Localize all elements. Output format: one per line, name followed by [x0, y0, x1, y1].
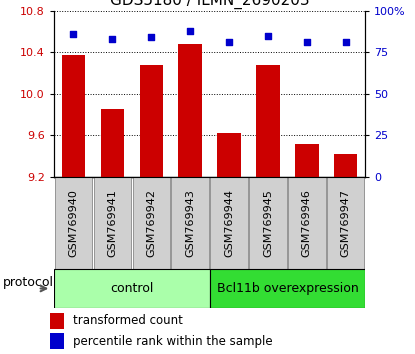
Text: GSM769941: GSM769941	[107, 189, 117, 257]
Bar	[55, 177, 92, 269]
Text: GSM769946: GSM769946	[302, 189, 312, 257]
Title: GDS5180 / ILMN_2690203: GDS5180 / ILMN_2690203	[110, 0, 310, 9]
Bar	[62, 55, 85, 177]
Bar	[256, 65, 280, 177]
Bar	[288, 177, 325, 269]
Bar	[54, 269, 210, 308]
Bar	[101, 109, 124, 177]
Point	[109, 36, 116, 42]
Text: Bcl11b overexpression: Bcl11b overexpression	[217, 282, 358, 295]
Point	[226, 39, 232, 45]
Point	[187, 28, 193, 33]
Point	[265, 33, 271, 39]
Bar	[94, 177, 131, 269]
Point	[148, 34, 154, 40]
Bar	[249, 177, 287, 269]
Bar	[210, 269, 365, 308]
Point	[303, 39, 310, 45]
Bar	[171, 177, 209, 269]
Text: GSM769944: GSM769944	[224, 189, 234, 257]
Text: percentile rank within the sample: percentile rank within the sample	[73, 335, 272, 348]
Text: GSM769943: GSM769943	[185, 189, 195, 257]
Text: protocol: protocol	[3, 276, 54, 289]
Text: GSM769940: GSM769940	[68, 189, 78, 257]
Point	[342, 39, 349, 45]
Text: GSM769942: GSM769942	[146, 189, 156, 257]
Bar	[334, 154, 357, 177]
Bar	[210, 177, 248, 269]
Bar	[295, 144, 319, 177]
Text: control: control	[110, 282, 154, 295]
Text: transformed count: transformed count	[73, 314, 183, 327]
Bar	[132, 177, 170, 269]
Bar	[217, 133, 241, 177]
Bar	[50, 333, 64, 349]
Bar	[50, 313, 64, 329]
Text: GSM769945: GSM769945	[263, 189, 273, 257]
Bar	[178, 44, 202, 177]
Point	[70, 31, 77, 37]
Bar	[327, 177, 364, 269]
Text: GSM769947: GSM769947	[341, 189, 351, 257]
Bar	[139, 65, 163, 177]
